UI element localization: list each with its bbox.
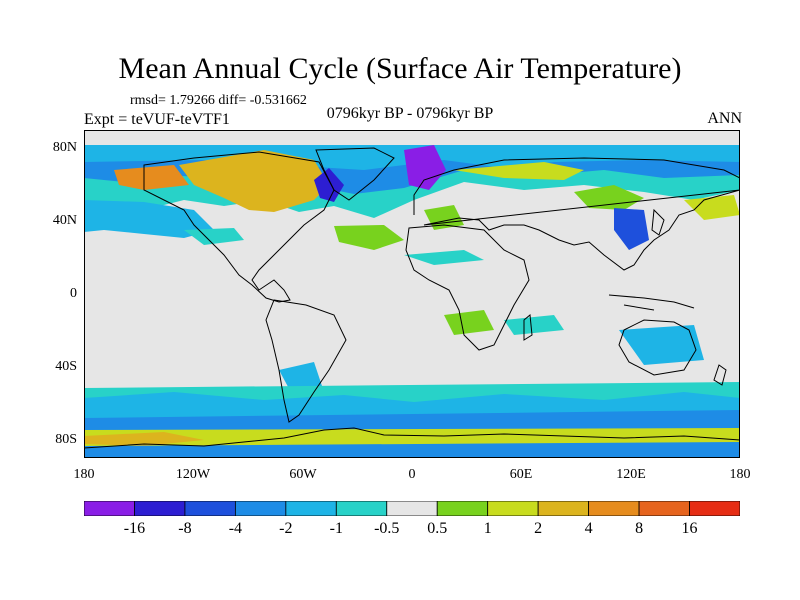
new-zealand-coast [713,364,727,386]
lon-label-180e: 180 [729,467,751,482]
colorbar-swatch [285,501,337,516]
stats-text: rmsd= 1.79266 diff= -0.531662 [130,93,307,108]
temperature-difference-map [84,130,740,458]
greenland-cold-anomaly [314,168,344,202]
asia-pacific-green [684,195,740,220]
colorbar-swatch [638,501,690,516]
colorbar-swatch [537,501,590,516]
australia-cyan [619,325,704,365]
indonesia-coast [608,294,695,311]
experiment-label: Expt = teVUF-teVTF1 [84,111,230,128]
north-america-warm-anomaly [179,150,329,212]
lat-label-80n: 80N [52,140,77,155]
colorbar-tick-label: 4 [584,520,593,537]
temperature-shading [84,145,740,458]
colorbar-tick-label: 8 [635,520,644,537]
map-frame [84,130,740,458]
lon-label-180w: 180 [73,467,95,482]
north-america-coast [143,151,335,303]
lon-label-60w: 60W [289,467,317,482]
colorbar-swatch [689,501,740,516]
central-asia-green [574,185,644,210]
lon-label-0: 0 [408,467,416,482]
east-pacific-cyan [184,228,244,245]
colorbar-swatch [335,501,388,516]
colorbar [84,501,740,516]
season-label: ANN [707,110,742,127]
greenland-coast [315,147,395,201]
antarctica-interior [84,442,740,458]
colorbar-tick-label: 1 [483,520,492,537]
colorbar-tick-label: 0.5 [427,520,448,537]
madagascar-coast [523,314,533,341]
alaska-warm [114,165,189,190]
colorbar-tick-label: -1 [329,520,343,537]
colorbar-tick-label: -2 [279,520,293,537]
coastlines [84,147,740,449]
colorbar-swatch [134,501,186,516]
lon-label-60e: 60E [509,467,533,482]
colorbar-swatch [386,501,438,516]
colorbar-tick-label: -16 [123,520,146,537]
period-label: 0796kyr BP - 0796kyr BP [326,105,494,122]
north-atlantic-green [334,225,404,250]
lon-label-120w: 120W [175,467,211,482]
colorbar-swatch [234,501,287,516]
south-america-coast [265,299,347,423]
colorbar-tick-label: 2 [534,520,543,537]
lat-label-40s: 40S [55,359,77,374]
atlantic-subtropic-cyan [404,250,484,265]
colorbar-tick-label: 16 [681,520,698,537]
colorbar-swatch [436,501,489,516]
lon-label-120e: 120E [616,467,646,482]
colorbar-tick-label: -8 [178,520,192,537]
australia-coast [618,319,697,376]
colorbar-tick-label: -0.5 [374,520,400,537]
colorbar-tick-label: -4 [228,520,243,537]
east-asia-cold [614,208,649,250]
africa-south-green [444,310,494,335]
lat-label-equator: 0 [70,286,77,301]
lat-label-80s: 80S [55,432,77,447]
north-atlantic-cold [404,145,446,190]
eurasia-green [454,162,584,180]
indian-ocean-cyan [504,315,564,335]
antarctica-coast [84,427,740,449]
plot-title: Mean Annual Cycle (Surface Air Temperatu… [118,52,682,85]
colorbar-swatch [84,501,135,516]
japan-coast [651,208,665,236]
colorbar-swatch [487,501,539,516]
eurasia-coast [413,157,740,271]
colorbar-swatch [588,501,640,516]
colorbar-swatch [184,501,236,516]
north-pacific-cold [84,200,214,238]
lat-label-40n: 40N [52,213,77,228]
africa-coast [405,224,530,351]
antarctica-orange [84,432,204,446]
